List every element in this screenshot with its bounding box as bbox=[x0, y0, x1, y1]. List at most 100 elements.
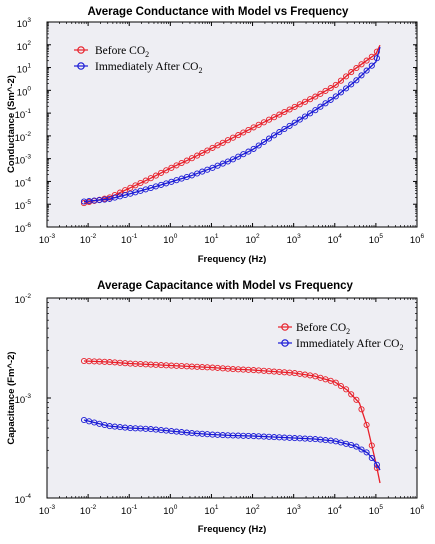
data-point bbox=[363, 449, 370, 456]
x-tick-label: 102 bbox=[245, 233, 260, 246]
data-point bbox=[219, 139, 226, 146]
data-point bbox=[245, 126, 252, 134]
x-tick-label: 10-1 bbox=[121, 504, 138, 517]
data-point bbox=[250, 124, 257, 131]
data-point bbox=[199, 168, 206, 175]
data-point bbox=[343, 73, 350, 80]
x-tick-exponent: 1 bbox=[215, 233, 219, 240]
legend-label-subscript: 2 bbox=[399, 343, 403, 352]
data-point bbox=[301, 98, 309, 105]
data-point bbox=[368, 62, 375, 69]
data-point bbox=[178, 159, 185, 167]
model-line bbox=[83, 46, 381, 203]
x-tick-label: 106 bbox=[410, 233, 425, 246]
data-point bbox=[240, 129, 247, 136]
data-point bbox=[255, 142, 262, 149]
legend-label-main: Before CO bbox=[95, 45, 145, 57]
x-tick-label: 10-3 bbox=[39, 504, 56, 517]
y-tick-label: 10-1 bbox=[15, 108, 32, 121]
legend-label: Immediately After CO2 bbox=[95, 61, 202, 75]
series-layer bbox=[80, 357, 381, 484]
data-point bbox=[250, 145, 257, 152]
data-point bbox=[158, 169, 165, 176]
legend-marker bbox=[77, 62, 85, 70]
y-tick-exponent: -6 bbox=[25, 222, 31, 229]
data-point bbox=[363, 421, 370, 428]
legend: Before CO2 Immediately After CO2 bbox=[278, 322, 403, 352]
data-point bbox=[173, 162, 180, 169]
data-point bbox=[368, 442, 375, 449]
data-point bbox=[301, 113, 309, 120]
data-point bbox=[281, 125, 288, 133]
data-point bbox=[358, 72, 365, 79]
plot-area bbox=[46, 297, 418, 499]
y-tick-label: 103 bbox=[17, 17, 32, 30]
data-point bbox=[296, 101, 303, 108]
data-point bbox=[204, 147, 211, 154]
data-point bbox=[152, 172, 159, 179]
data-point bbox=[209, 144, 216, 151]
data-point bbox=[373, 48, 380, 55]
data-point bbox=[363, 67, 370, 74]
legend-label: Before CO2 bbox=[296, 322, 350, 336]
x-tick-label: 104 bbox=[328, 504, 343, 517]
data-point bbox=[276, 111, 283, 118]
conductance-chart: Average Conductance with Model vs Freque… bbox=[6, 6, 424, 265]
data-point bbox=[348, 441, 355, 449]
y-tick-label: 101 bbox=[17, 63, 32, 76]
y-tick-exponent: -5 bbox=[25, 199, 31, 206]
data-point bbox=[199, 149, 206, 157]
data-point bbox=[353, 77, 360, 84]
y-tick-exponent: -4 bbox=[25, 176, 31, 183]
data-point bbox=[358, 406, 365, 413]
x-tick-label: 103 bbox=[287, 504, 302, 517]
x-tick-label: 10-3 bbox=[39, 233, 56, 246]
legend-label-subscript: 2 bbox=[346, 327, 350, 336]
data-point bbox=[332, 93, 339, 100]
series-before-co2 bbox=[80, 357, 381, 484]
x-axis-label: Frequency (Hz) bbox=[198, 254, 267, 265]
y-tick-label: 10-2 bbox=[15, 131, 32, 144]
x-tick-exponent: 3 bbox=[297, 504, 301, 511]
x-tick-label: 102 bbox=[245, 504, 260, 517]
data-point bbox=[322, 87, 329, 94]
data-point bbox=[132, 182, 139, 189]
data-point bbox=[348, 69, 355, 76]
y-tick-exponent: -1 bbox=[25, 108, 31, 115]
x-tick-exponent: 2 bbox=[256, 504, 260, 511]
data-point bbox=[229, 134, 237, 141]
data-point bbox=[348, 81, 355, 88]
model-line bbox=[83, 44, 381, 204]
x-tick-exponent: -2 bbox=[91, 233, 97, 240]
y-tick-label: 10-5 bbox=[15, 199, 32, 212]
x-tick-exponent: 1 bbox=[215, 504, 219, 511]
legend-label: Before CO2 bbox=[95, 45, 149, 59]
x-tick-exponent: 6 bbox=[420, 504, 424, 511]
data-point bbox=[260, 119, 267, 126]
y-tick-label: 10-3 bbox=[15, 154, 32, 167]
x-tick-label: 106 bbox=[410, 504, 425, 517]
data-point bbox=[163, 167, 170, 174]
x-tick-exponent: 6 bbox=[420, 233, 424, 240]
data-point bbox=[332, 81, 339, 88]
series-layer bbox=[80, 44, 381, 207]
legend-marker bbox=[77, 46, 85, 54]
data-point bbox=[286, 106, 293, 113]
data-point bbox=[194, 152, 201, 159]
y-tick-exponent: 0 bbox=[27, 85, 31, 92]
y-tick-label: 102 bbox=[17, 40, 32, 53]
data-point bbox=[214, 162, 221, 169]
data-point bbox=[163, 180, 170, 187]
x-tick-label: 103 bbox=[287, 233, 302, 246]
y-tick-exponent: -3 bbox=[25, 393, 31, 400]
legend-label-main: Before CO bbox=[296, 322, 346, 334]
data-point bbox=[183, 157, 190, 164]
legend-label-main: Immediately After CO bbox=[95, 61, 198, 73]
data-point bbox=[337, 382, 344, 390]
x-tick-exponent: -2 bbox=[91, 504, 97, 511]
y-tick-label: 10-4 bbox=[15, 493, 32, 506]
y-tick-exponent: -4 bbox=[25, 493, 31, 500]
data-point bbox=[265, 116, 273, 123]
x-tick-exponent: 5 bbox=[379, 504, 383, 511]
